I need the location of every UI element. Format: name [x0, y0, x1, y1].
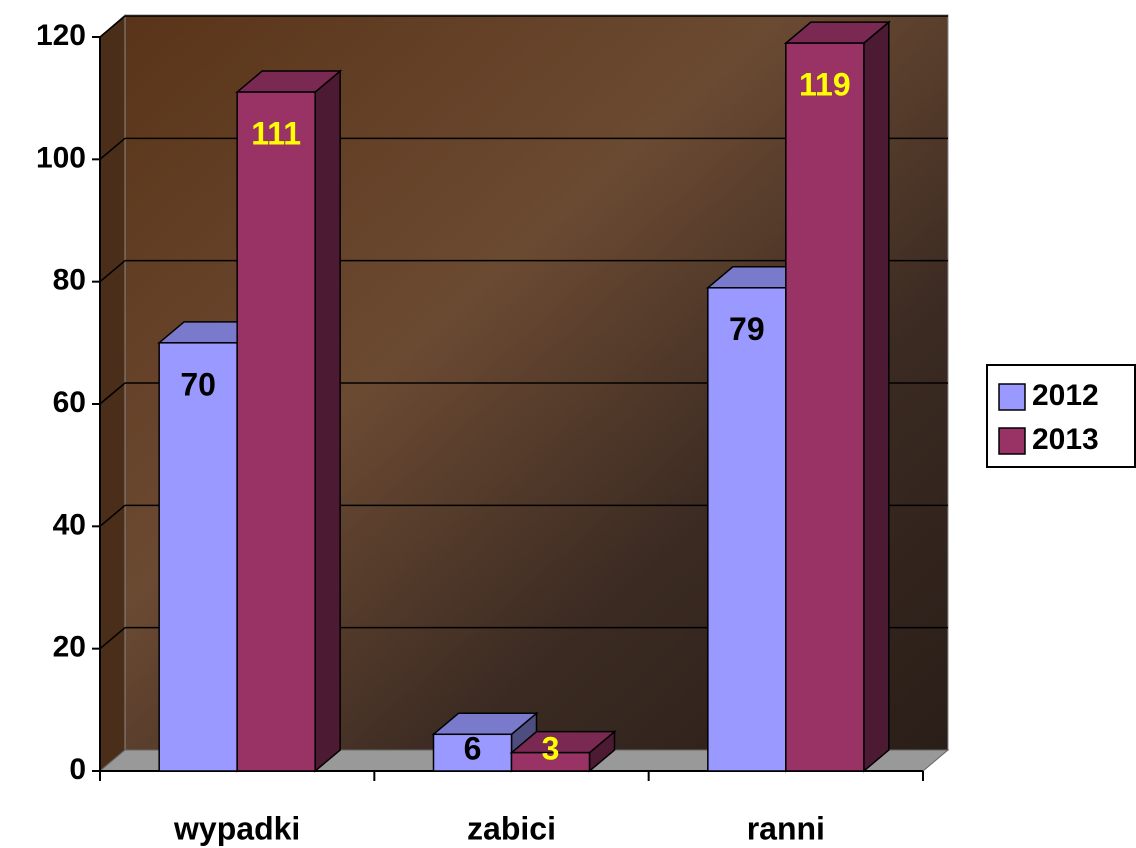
value-label: 70: [180, 366, 216, 402]
bar-side: [863, 20, 890, 773]
x-tick-label: wypadki: [173, 810, 300, 846]
grid-line: [99, 382, 126, 405]
bar: [510, 751, 591, 772]
grid-line: [99, 15, 126, 38]
grid-line: [99, 504, 126, 527]
legend-label: 2013: [1032, 423, 1099, 456]
x-tick-label: ranni: [747, 810, 825, 846]
value-label: 3: [542, 730, 560, 766]
y-tick-label: 20: [53, 631, 86, 664]
bar: [785, 42, 865, 772]
x-tick-label: zabici: [467, 810, 556, 846]
grid-line: [99, 260, 126, 283]
value-label: 111: [251, 116, 301, 152]
value-label: 119: [799, 67, 851, 103]
bar: [158, 342, 238, 772]
grid-line: [99, 627, 126, 650]
bar: [707, 287, 787, 772]
bar: [432, 733, 513, 772]
legend-swatch: [998, 383, 1026, 411]
bar-side: [314, 69, 341, 773]
legend-label: 2012: [1032, 379, 1099, 412]
y-tick-label: 40: [53, 508, 86, 541]
legend-swatch: [998, 427, 1026, 455]
y-tick-label: 60: [53, 386, 86, 419]
y-tick-label: 100: [36, 141, 86, 174]
grid-line: [99, 137, 126, 160]
value-label: 79: [729, 311, 765, 347]
y-tick-label: 80: [53, 264, 86, 297]
value-label: 6: [464, 730, 482, 766]
y-tick-label: 0: [69, 753, 86, 786]
y-tick-label: 120: [36, 19, 86, 52]
bar: [236, 91, 316, 772]
